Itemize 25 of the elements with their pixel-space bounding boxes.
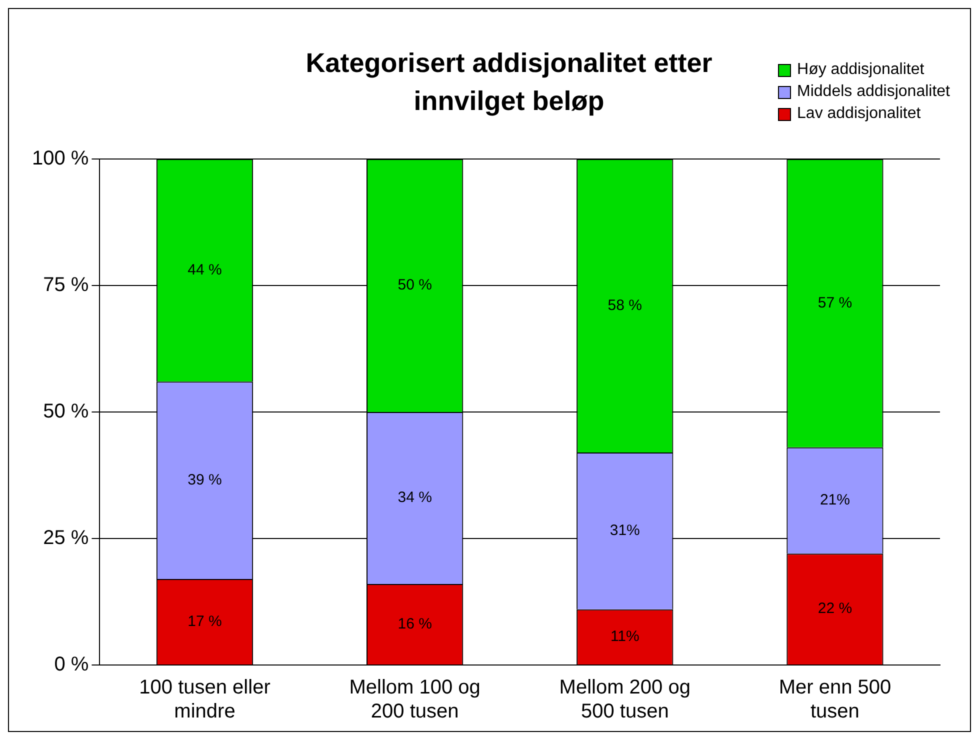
data-label: 21% [820, 492, 850, 509]
y-tick-label: 50 % [43, 400, 89, 423]
data-label: 44 % [188, 261, 222, 278]
data-label: 17 % [188, 612, 222, 630]
x-tick-label: Mer enn 500 tusen [778, 676, 892, 723]
x-tick-label: 100 tusen eller mindre [139, 676, 271, 723]
y-tick-label: 75 % [43, 274, 89, 296]
chart-title: Kategorisert addisjonalitet etter innvilget beløp [304, 47, 714, 118]
x-tick-label: Mellom 200 og 500 tusen [559, 676, 690, 723]
legend-label: Middels addisjonalitet [797, 82, 950, 102]
y-tick-label: 100 % [32, 148, 89, 170]
data-label: 16 % [398, 615, 432, 632]
data-label: 31% [610, 522, 640, 540]
x-tick-label: Mellom 100 og 200 tusen [349, 676, 480, 723]
data-label: 11% [610, 628, 640, 646]
data-label: 50 % [398, 276, 432, 294]
legend-label: Lav addisjonalitet [797, 104, 921, 124]
y-tick-label: 0 % [54, 654, 89, 676]
legend-label: Høy addisjonalitet [797, 60, 924, 80]
data-label: 22 % [818, 600, 852, 618]
data-label: 34 % [398, 489, 432, 506]
data-label: 58 % [608, 296, 642, 314]
y-tick-label: 25 % [43, 527, 89, 550]
data-label: 39 % [188, 471, 222, 488]
data-label: 57 % [818, 294, 852, 312]
